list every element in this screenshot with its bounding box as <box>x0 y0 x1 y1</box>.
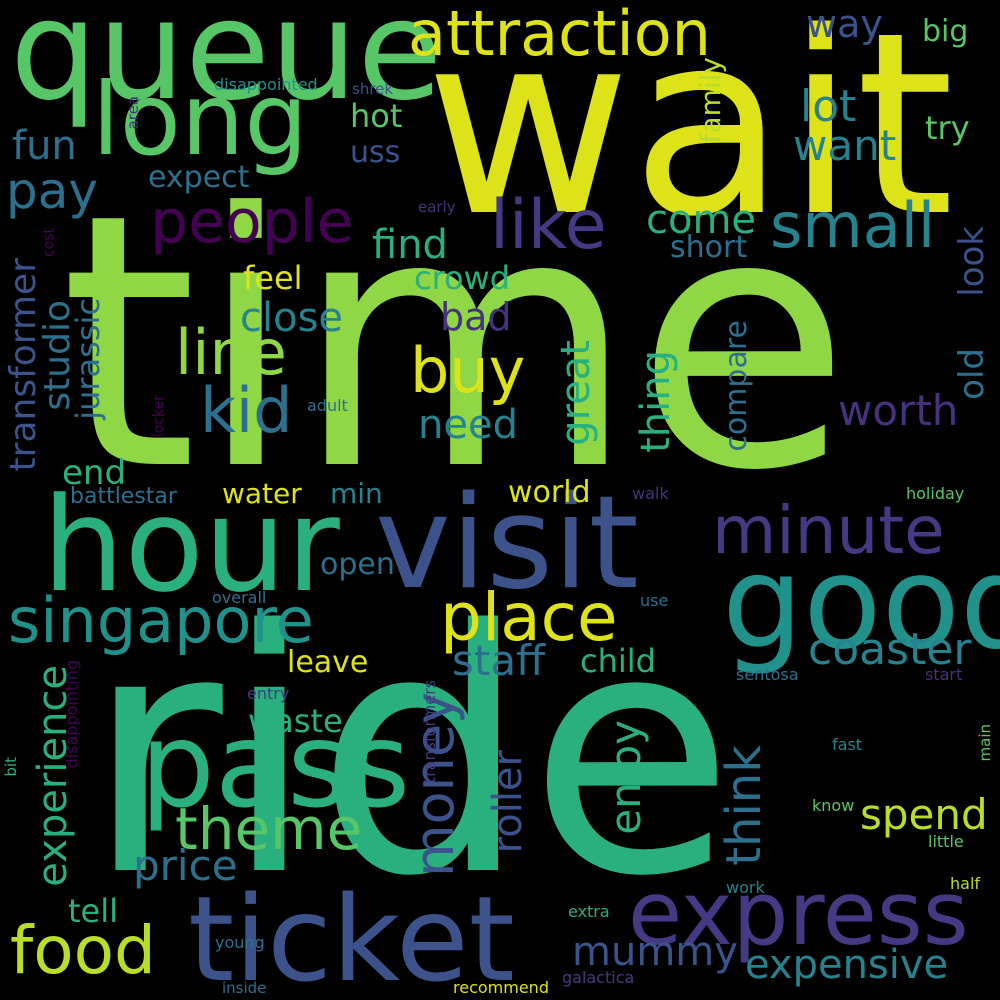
word-wait: wait <box>425 0 955 272</box>
word-big: big <box>922 14 969 49</box>
word-little: little <box>928 832 964 851</box>
word-roller: roller <box>485 750 531 854</box>
word-open: open <box>320 547 395 582</box>
word-know: know <box>812 796 855 815</box>
word-recommend: recommend <box>453 978 549 997</box>
word-try: try <box>925 109 970 147</box>
word-minute: minute <box>712 492 945 569</box>
word-kid: kid <box>200 374 293 447</box>
word-time: time <box>60 139 851 547</box>
word-thing: thing <box>633 350 679 453</box>
word-good: good <box>722 529 1000 678</box>
word-waste: waste <box>248 702 343 740</box>
word-ride: ride <box>85 560 735 950</box>
word-bit: bit <box>2 757 20 777</box>
word-ticket: ticket <box>188 870 515 1000</box>
word-attraction: attraction <box>408 0 711 70</box>
word-leave: leave <box>287 645 369 680</box>
word-small: small <box>770 189 936 262</box>
word-old: old <box>952 348 992 400</box>
word-great: great <box>553 340 599 446</box>
word-feel: feel <box>243 259 303 297</box>
word-close: close <box>240 295 344 341</box>
word-fun: fun <box>12 123 77 169</box>
word-adult: adult <box>307 396 348 415</box>
word-water: water <box>222 477 302 510</box>
word-entry: entry <box>247 684 290 703</box>
word-expect: expect <box>148 160 250 195</box>
word-transformers: transformers <box>420 680 439 784</box>
word-theme: theme <box>175 795 363 863</box>
word-galactica: galactica <box>562 968 635 987</box>
word-crowd: crowd <box>414 259 511 297</box>
word-queue: queue <box>10 0 443 131</box>
word-pay: pay <box>6 162 98 220</box>
word-disappointed: disappointed <box>214 75 318 94</box>
word-jurassic: jurassic <box>69 298 107 420</box>
word-cost: cost <box>41 228 57 258</box>
word-disappointing: disappointing <box>62 660 81 769</box>
word-mummy: mummy <box>572 929 738 975</box>
word-young: young <box>215 933 265 952</box>
word-coaster: coaster <box>808 624 972 675</box>
word-hot: hot <box>350 97 403 135</box>
word-min: min <box>330 477 383 510</box>
word-way: way <box>806 2 883 46</box>
word-visit: visit <box>375 469 639 618</box>
word-walk: walk <box>632 484 669 503</box>
word-start: start <box>925 665 963 684</box>
word-expensive: expensive <box>745 942 949 988</box>
word-find: find <box>372 222 448 268</box>
word-area: area <box>124 96 142 130</box>
word-look: look <box>952 226 992 297</box>
word-think: think <box>716 745 772 866</box>
word-work: work <box>726 878 765 897</box>
word-use: use <box>640 591 669 610</box>
word-place: place <box>440 579 618 656</box>
word-battlestar: battlestar <box>70 484 177 509</box>
word-want: want <box>793 121 897 170</box>
word-bad: bad <box>440 295 512 339</box>
word-end: end <box>62 453 127 493</box>
word-singapore: singapore <box>8 584 314 657</box>
word-line: line <box>175 316 287 389</box>
word-pass: pass <box>140 696 411 834</box>
word-overall: overall <box>212 588 267 607</box>
word-shrek: shrek <box>352 80 394 98</box>
word-enjoy: enjoy <box>601 720 650 835</box>
word-come: come <box>646 197 757 243</box>
word-staff: staff <box>452 636 546 685</box>
word-main: main <box>976 724 994 762</box>
word-early: early <box>418 198 456 216</box>
word-express: express <box>628 862 969 965</box>
word-extra: extra <box>568 902 610 921</box>
word-uss: uss <box>350 135 401 170</box>
word-locker: locker <box>151 395 167 438</box>
word-worth: worth <box>838 386 959 435</box>
word-half: half <box>950 874 981 893</box>
word-food: food <box>10 912 156 989</box>
word-holiday: holiday <box>906 484 965 503</box>
word-hour: hour <box>42 469 340 621</box>
word-sentosa: sentosa <box>736 665 799 684</box>
word-long: long <box>92 61 308 178</box>
word-buy: buy <box>410 334 526 407</box>
word-compare: compare <box>719 320 754 452</box>
word-people: people <box>150 187 354 257</box>
word-world: world <box>508 475 591 510</box>
word-like: like <box>490 186 607 265</box>
word-family: family <box>694 57 727 144</box>
word-spend: spend <box>860 790 988 839</box>
word-tell: tell <box>68 892 119 930</box>
word-price: price <box>133 841 238 890</box>
word-child: child <box>580 642 656 680</box>
word-inside: inside <box>222 979 267 997</box>
word-short: short <box>670 230 748 265</box>
word-need: need <box>418 402 518 448</box>
word-lot: lot <box>800 81 857 132</box>
word-fast: fast <box>832 735 863 754</box>
